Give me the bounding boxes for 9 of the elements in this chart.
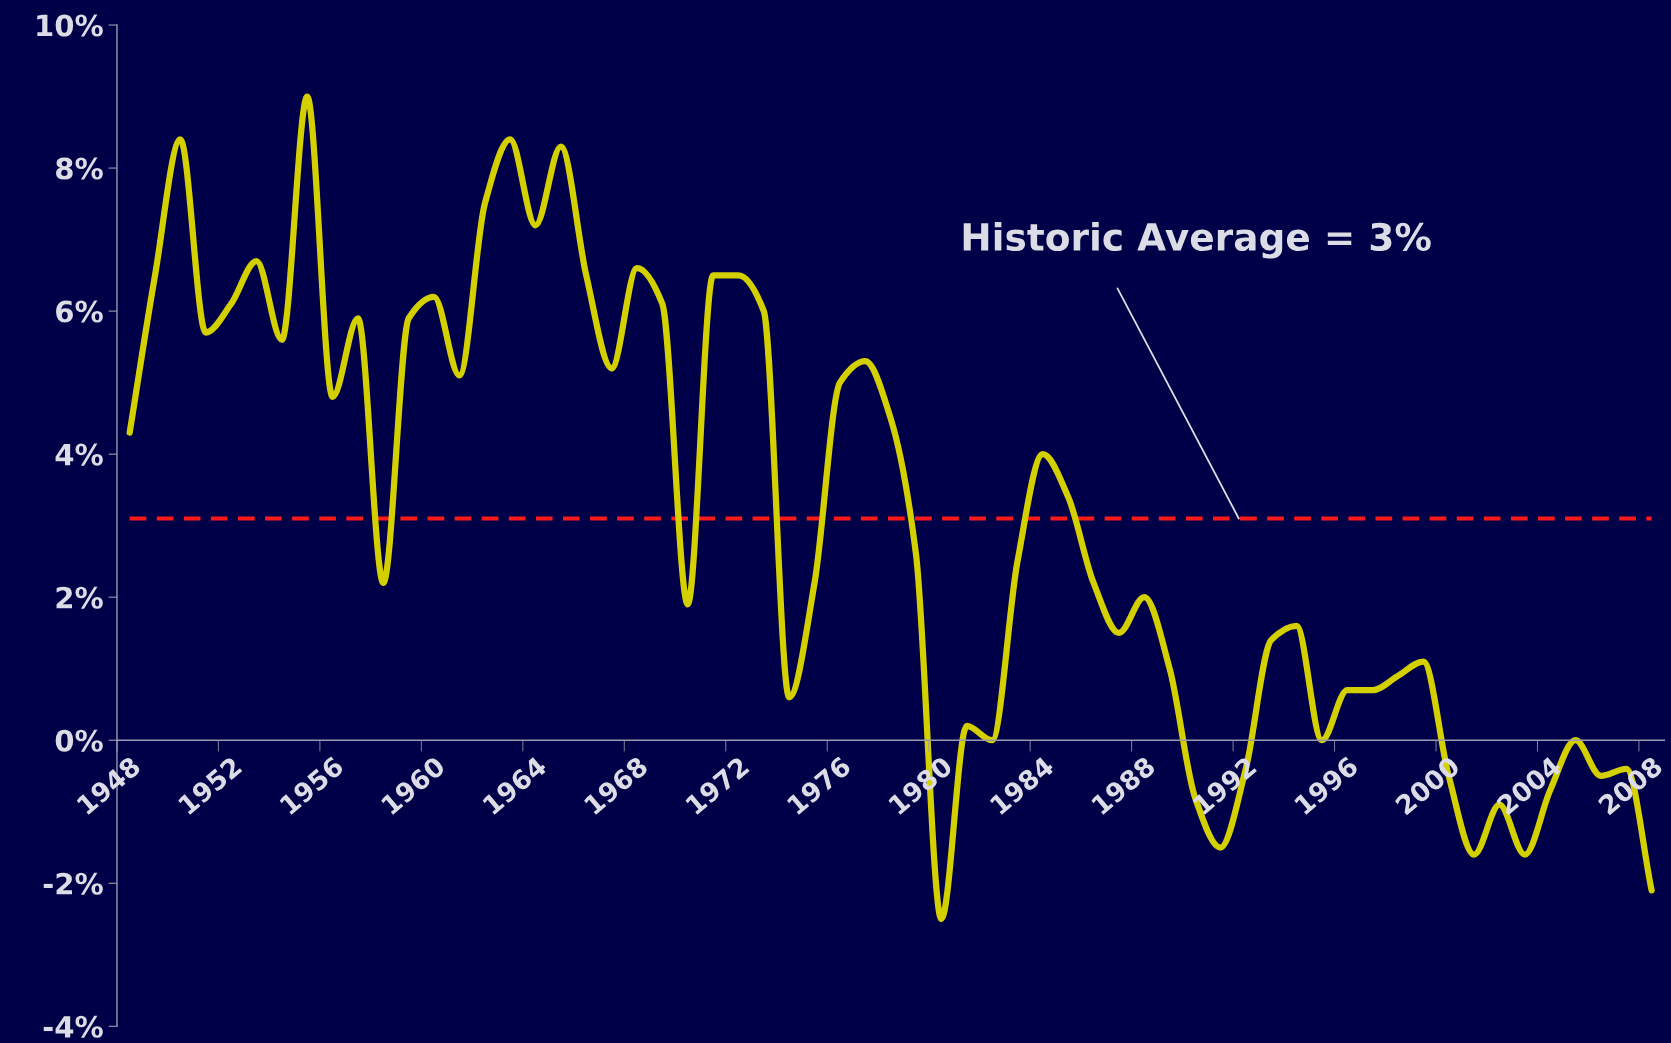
y-tick-label: 10%: [37, 14, 103, 37]
y-tick-label: 8%: [56, 157, 103, 180]
y-tick-label: -4%: [43, 1015, 103, 1038]
y-tick-label: 2%: [56, 586, 103, 609]
y-tick-label: 0%: [55, 729, 103, 752]
ref-line-label: Historic Average = 3%: [963, 222, 1431, 259]
y-tick-label: 6%: [56, 300, 103, 323]
y-tick-label: 4%: [55, 443, 103, 466]
y-tick-label: -2%: [43, 872, 103, 895]
